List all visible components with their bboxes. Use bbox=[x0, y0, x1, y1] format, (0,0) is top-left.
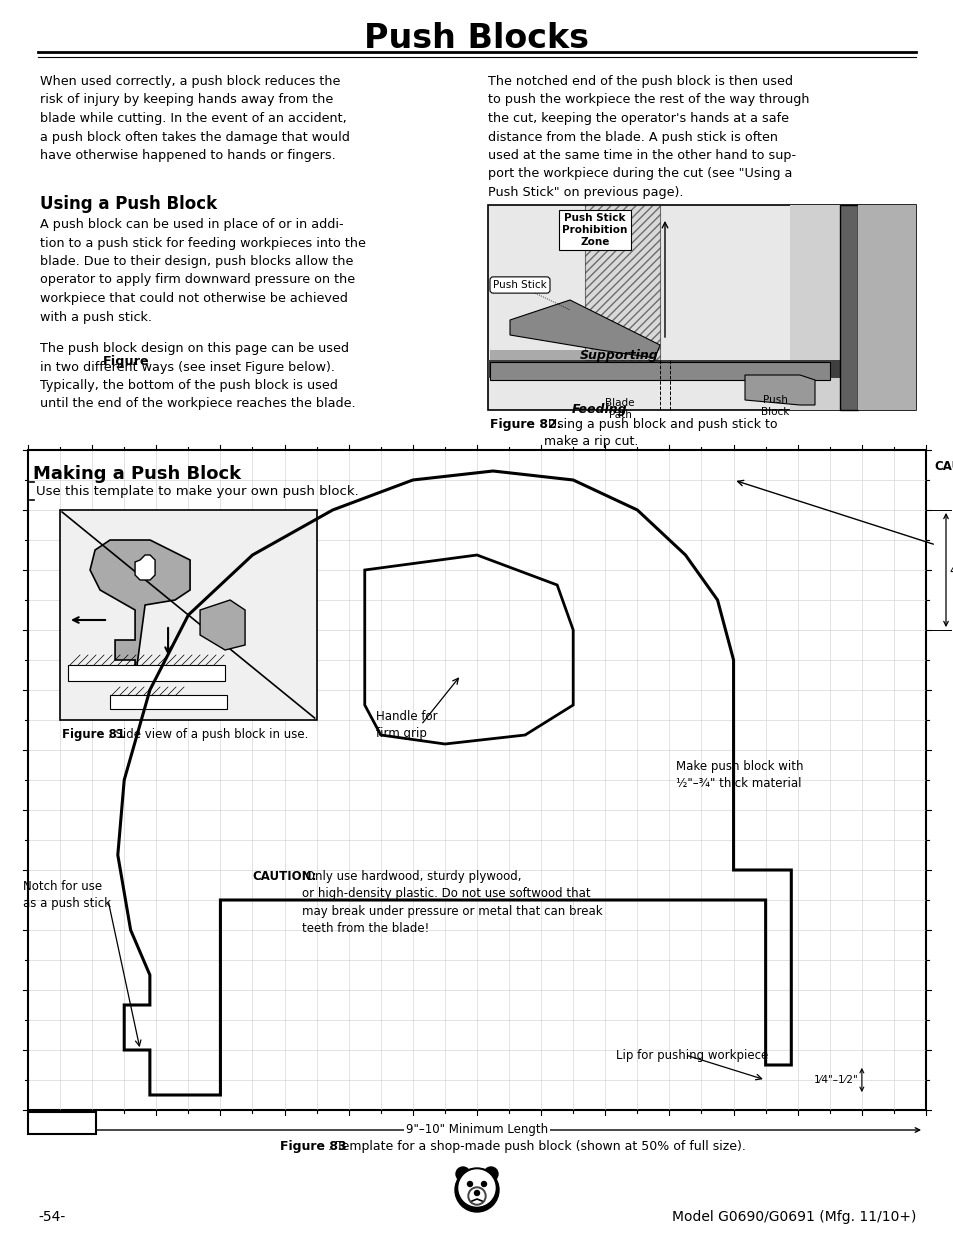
Text: Using a push block and push stick to
make a rip cut.: Using a push block and push stick to mak… bbox=[543, 417, 777, 448]
Text: 9"–10" Minimum Length: 9"–10" Minimum Length bbox=[406, 1124, 547, 1136]
Text: -54-: -54- bbox=[38, 1210, 65, 1224]
Bar bbox=[68, 664, 224, 680]
Circle shape bbox=[483, 1167, 497, 1181]
Text: When used correctly, a push block reduces the
risk of injury by keeping hands aw: When used correctly, a push block reduce… bbox=[40, 75, 350, 162]
Text: A push block can be used in place of or in addi-
tion to a push stick for feedin: A push block can be used in place of or … bbox=[40, 219, 366, 324]
Text: Lip for pushing workpiece: Lip for pushing workpiece bbox=[615, 1049, 767, 1062]
Text: Push
Block: Push Block bbox=[760, 395, 788, 417]
Text: Blade
Path: Blade Path bbox=[604, 398, 634, 420]
Bar bbox=[60, 510, 316, 720]
Text: Push Stick: Push Stick bbox=[493, 280, 546, 290]
Text: Use this template to make your own push block.: Use this template to make your own push … bbox=[36, 485, 358, 498]
Text: Figure 83: Figure 83 bbox=[280, 1140, 346, 1153]
Bar bbox=[28, 1112, 96, 1134]
Text: Notch for use
as a push stick: Notch for use as a push stick bbox=[23, 881, 111, 910]
Text: 1⁄4"–1⁄2": 1⁄4"–1⁄2" bbox=[813, 1074, 858, 1086]
Polygon shape bbox=[744, 375, 814, 405]
Bar bbox=[110, 695, 227, 709]
Bar bbox=[584, 205, 659, 359]
Text: The push block design on this page can be used
in two different ways (see inset : The push block design on this page can b… bbox=[40, 342, 355, 410]
Text: Push Blocks: Push Blocks bbox=[364, 21, 589, 54]
Circle shape bbox=[481, 1182, 486, 1187]
Text: Push Stick
Prohibition
Zone: Push Stick Prohibition Zone bbox=[561, 214, 627, 247]
Text: Handle for
firm grip: Handle for firm grip bbox=[375, 710, 437, 740]
Circle shape bbox=[458, 1170, 495, 1207]
Text: ½" Grid: ½" Grid bbox=[35, 1116, 89, 1130]
Bar bbox=[490, 362, 829, 380]
Bar bbox=[488, 205, 915, 410]
Text: Making a Push Block: Making a Push Block bbox=[33, 466, 241, 483]
Circle shape bbox=[456, 1167, 470, 1181]
Text: Make push block with
½"–¾" thick material: Make push block with ½"–¾" thick materia… bbox=[676, 760, 802, 790]
Bar bbox=[490, 350, 644, 359]
Bar bbox=[840, 205, 857, 410]
Text: The notched end of the push block is then used
to push the workpiece the rest of: The notched end of the push block is the… bbox=[488, 75, 809, 199]
Bar bbox=[488, 359, 875, 378]
Text: Supporting: Supporting bbox=[579, 348, 659, 362]
Text: CAUTION:: CAUTION: bbox=[933, 459, 953, 473]
Bar bbox=[857, 205, 915, 410]
Text: Feeding: Feeding bbox=[572, 403, 627, 416]
Text: Figure 82.: Figure 82. bbox=[490, 417, 561, 431]
Text: Figure 81: Figure 81 bbox=[62, 727, 125, 741]
Polygon shape bbox=[510, 300, 659, 358]
Polygon shape bbox=[200, 600, 245, 650]
Circle shape bbox=[468, 1187, 485, 1205]
Text: Model G0690/G0691 (Mfg. 11/10+): Model G0690/G0691 (Mfg. 11/10+) bbox=[671, 1210, 915, 1224]
Circle shape bbox=[470, 1189, 483, 1203]
Text: Using a Push Block: Using a Push Block bbox=[40, 195, 217, 212]
Text: CAUTION:: CAUTION: bbox=[253, 869, 316, 883]
Polygon shape bbox=[90, 540, 190, 680]
Text: Figure: Figure bbox=[103, 354, 150, 368]
Bar bbox=[789, 205, 915, 410]
Text: Only use hardwood, sturdy plywood,
or high-density plastic. Do not use softwood : Only use hardwood, sturdy plywood, or hi… bbox=[302, 869, 602, 935]
Text: . Side view of a push block in use.: . Side view of a push block in use. bbox=[108, 727, 308, 741]
Circle shape bbox=[455, 1168, 498, 1212]
Circle shape bbox=[467, 1182, 472, 1187]
Bar bbox=[28, 450, 925, 1110]
Circle shape bbox=[474, 1191, 479, 1195]
Text: 4": 4" bbox=[948, 563, 953, 577]
Text: . Template for a shop-made push block (shown at 50% of full size).: . Template for a shop-made push block (s… bbox=[328, 1140, 745, 1153]
Polygon shape bbox=[135, 555, 155, 580]
